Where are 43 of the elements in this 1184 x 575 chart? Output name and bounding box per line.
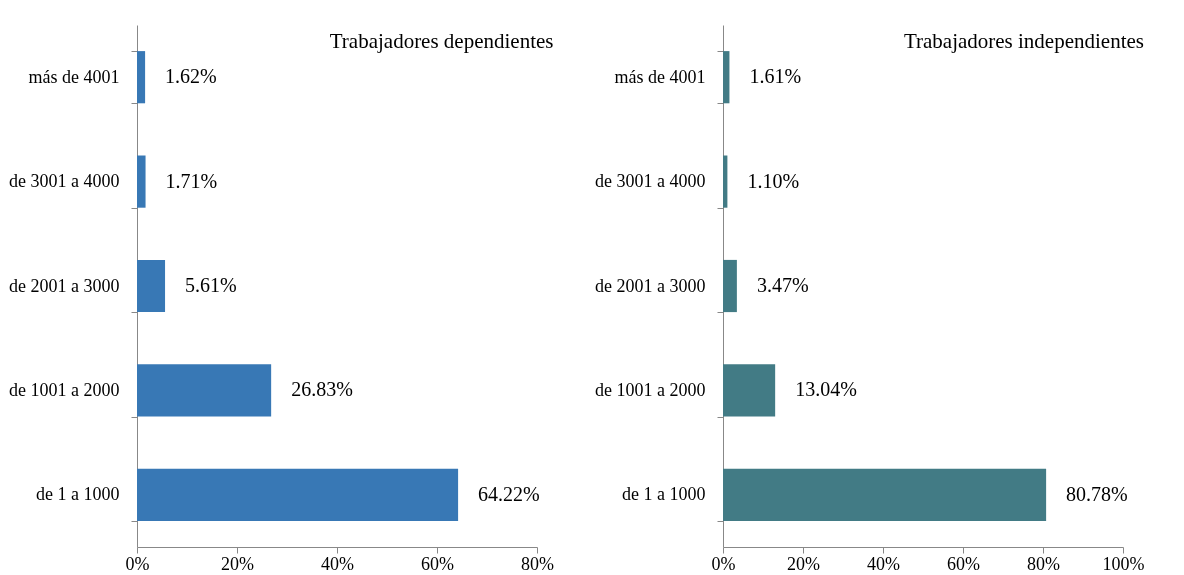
y-tick-label: más de 4001: [614, 66, 706, 87]
chart-title: Trabajadores dependientes: [329, 29, 554, 53]
data-label: 3.47%: [756, 274, 809, 296]
y-tick-label: de 1 a 1000: [622, 484, 706, 505]
data-label: 1.61%: [749, 65, 802, 88]
data-label: 80.78%: [1066, 482, 1128, 505]
bar: [137, 155, 146, 208]
y-tick-label: de 1001 a 2000: [9, 379, 120, 400]
x-tick-label: 40%: [867, 553, 900, 574]
y-tick-label: de 3001 a 4000: [9, 171, 120, 192]
bar: [137, 259, 166, 313]
bar: [723, 51, 730, 104]
x-tick-label: 20%: [221, 553, 254, 574]
y-tick-label: de 1 a 1000: [36, 484, 120, 505]
x-tick-label: 0%: [711, 553, 736, 574]
x-tick-label: 80%: [1027, 553, 1060, 574]
data-label: 26.83%: [291, 378, 353, 401]
bar: [723, 364, 776, 417]
bar: [723, 468, 1047, 521]
bar: [723, 259, 737, 313]
y-tick-label: de 2001 a 3000: [9, 275, 120, 296]
y-tick-label: más de 4001: [28, 66, 120, 87]
data-label: 1.71%: [165, 169, 218, 192]
y-tick-label: de 2001 a 3000: [595, 275, 706, 296]
bar: [723, 155, 728, 208]
data-label: 64.22%: [478, 482, 540, 505]
y-tick-label: de 3001 a 4000: [595, 171, 706, 192]
x-tick-label: 40%: [321, 553, 354, 574]
y-tick-label: de 1001 a 2000: [595, 379, 706, 400]
chart-title: Trabajadores independientes: [903, 29, 1144, 53]
data-label: 5.61%: [185, 274, 237, 296]
data-label: 1.62%: [165, 65, 217, 88]
x-tick-label: 60%: [421, 553, 454, 574]
data-label: 1.10%: [747, 169, 800, 192]
x-tick-label: 100%: [1102, 553, 1145, 574]
bar: [137, 468, 459, 521]
bar: [137, 364, 272, 417]
data-label: 13.04%: [795, 378, 857, 401]
x-tick-label: 0%: [125, 553, 150, 574]
bar: [137, 51, 146, 104]
x-tick-label: 60%: [947, 553, 980, 574]
x-tick-label: 20%: [787, 553, 820, 574]
x-tick-label: 80%: [521, 553, 554, 574]
